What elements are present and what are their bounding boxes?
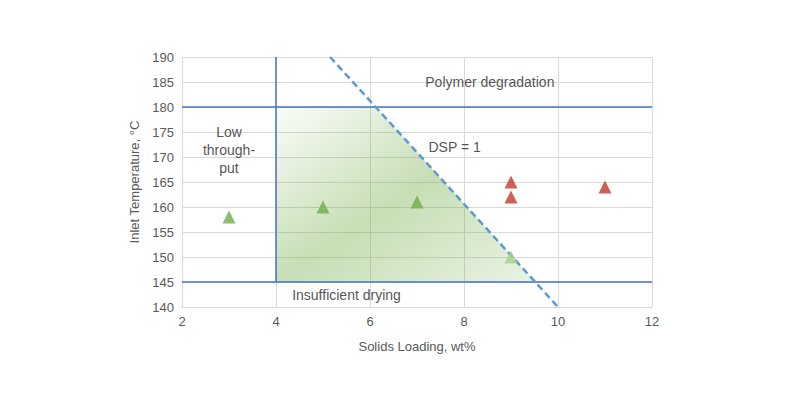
svg-text:Solids Loading, wt%: Solids Loading, wt% (358, 339, 476, 354)
svg-text:175: 175 (152, 125, 174, 140)
svg-text:4: 4 (272, 314, 279, 329)
svg-text:12: 12 (645, 314, 659, 329)
svg-text:140: 140 (152, 300, 174, 315)
svg-text:through-: through- (203, 142, 255, 158)
svg-text:6: 6 (366, 314, 373, 329)
svg-text:170: 170 (152, 150, 174, 165)
svg-text:190: 190 (152, 50, 174, 65)
svg-text:8: 8 (460, 314, 467, 329)
svg-text:150: 150 (152, 250, 174, 265)
svg-text:145: 145 (152, 275, 174, 290)
svg-text:2: 2 (178, 314, 185, 329)
svg-text:Low: Low (216, 124, 243, 140)
svg-text:10: 10 (551, 314, 565, 329)
svg-text:160: 160 (152, 200, 174, 215)
svg-text:180: 180 (152, 100, 174, 115)
svg-text:Insufficient drying: Insufficient drying (292, 287, 401, 303)
svg-text:put: put (219, 160, 239, 176)
svg-text:155: 155 (152, 225, 174, 240)
svg-text:DSP = 1: DSP = 1 (428, 139, 480, 155)
svg-text:185: 185 (152, 75, 174, 90)
svg-text:Inlet Temperature, °C: Inlet Temperature, °C (127, 121, 142, 244)
svg-text:Polymer degradation: Polymer degradation (425, 74, 554, 90)
svg-text:165: 165 (152, 175, 174, 190)
